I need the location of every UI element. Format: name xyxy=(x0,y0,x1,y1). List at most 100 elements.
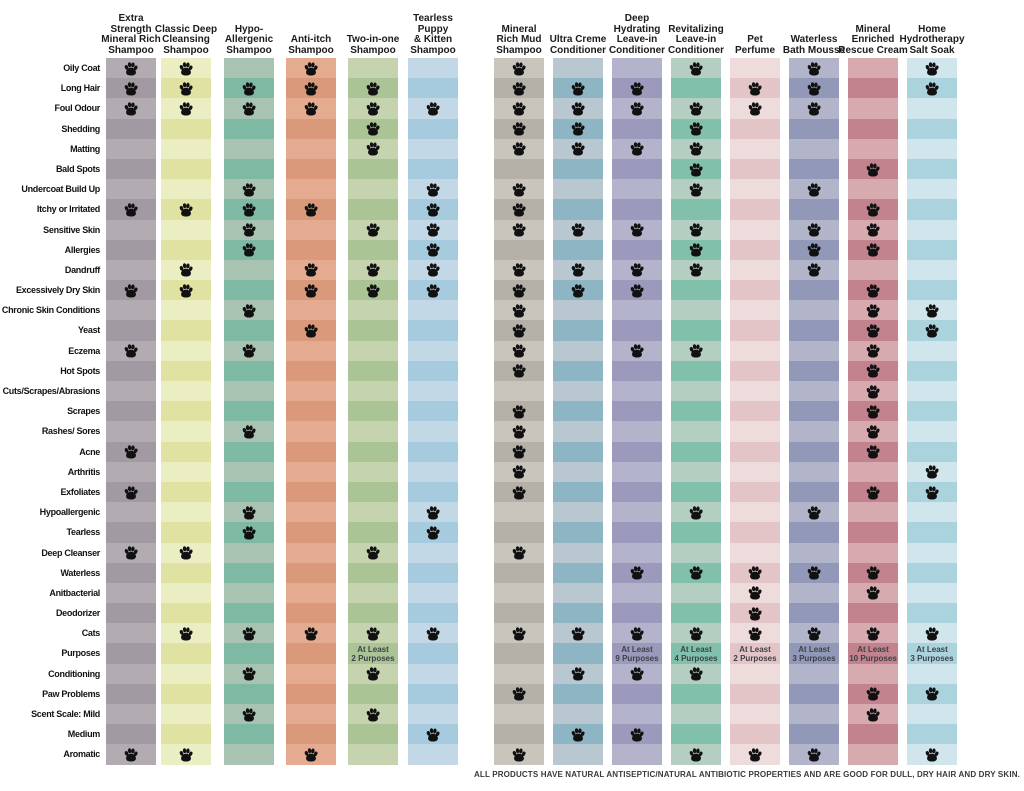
paw-icon xyxy=(179,203,193,217)
matrix-cell xyxy=(730,724,780,745)
column-header: Two-in-one Shampoo xyxy=(346,34,400,56)
paw-icon xyxy=(630,728,644,742)
product-column xyxy=(106,58,156,765)
matrix-cell xyxy=(789,724,839,745)
matrix-cell xyxy=(907,582,957,604)
matrix-cell xyxy=(286,280,336,301)
matrix-cell xyxy=(907,199,957,220)
matrix-cell xyxy=(848,320,898,341)
paw-icon xyxy=(366,223,380,237)
matrix-cell xyxy=(408,441,458,462)
row-label: Cuts/Scrapes/Abrasions xyxy=(2,386,101,396)
paw-icon xyxy=(512,82,526,96)
matrix-cell xyxy=(612,562,662,583)
matrix-cell xyxy=(848,340,898,361)
matrix-cell xyxy=(612,441,662,462)
matrix-cell xyxy=(286,461,336,482)
purposes-label: At Least 4 Purposes xyxy=(674,644,718,663)
matrix-cell xyxy=(348,461,398,482)
matrix-cell xyxy=(848,421,898,442)
paw-icon xyxy=(426,203,440,217)
paw-icon xyxy=(866,445,880,459)
matrix-cell xyxy=(730,663,780,684)
matrix-cell xyxy=(224,320,274,341)
matrix-cell xyxy=(730,421,780,442)
matrix-cell xyxy=(907,138,957,159)
paw-icon xyxy=(179,82,193,96)
matrix-cell xyxy=(286,623,336,644)
paw-icon xyxy=(512,183,526,197)
paw-icon xyxy=(866,162,880,177)
matrix-cell xyxy=(789,360,839,381)
product-column xyxy=(553,58,603,765)
matrix-cell xyxy=(907,522,957,543)
purposes-label: At Least 10 Purposes xyxy=(849,644,897,663)
matrix-cell xyxy=(848,704,898,725)
matrix-cell xyxy=(106,259,156,281)
matrix-cell xyxy=(224,502,274,523)
paw-icon xyxy=(866,243,880,257)
paw-icon xyxy=(689,748,703,762)
paw-icon xyxy=(242,304,256,318)
paw-icon xyxy=(689,566,703,580)
paw-icon xyxy=(689,102,703,116)
paw-icon xyxy=(630,566,644,580)
matrix-cell xyxy=(408,381,458,402)
matrix-cell xyxy=(408,603,458,624)
matrix-cell xyxy=(161,683,211,704)
matrix-cell: At Least 2 Purposes xyxy=(730,643,780,664)
matrix-cell xyxy=(671,502,721,523)
purposes-label: At Least 3 Purposes xyxy=(792,644,836,663)
matrix-cell xyxy=(494,340,544,361)
matrix-cell xyxy=(106,623,156,644)
matrix-cell xyxy=(553,199,603,220)
paw-icon xyxy=(512,324,526,338)
matrix-cell xyxy=(671,179,721,200)
matrix-cell xyxy=(612,340,662,361)
paw-icon xyxy=(512,263,526,277)
matrix-cell xyxy=(671,98,721,119)
matrix-cell xyxy=(161,98,211,119)
paw-icon xyxy=(426,728,440,742)
matrix-cell xyxy=(224,461,274,482)
matrix-cell xyxy=(161,663,211,684)
matrix-cell xyxy=(671,461,721,482)
matrix-cell xyxy=(286,582,336,604)
paw-icon xyxy=(512,122,526,136)
matrix-cell xyxy=(161,522,211,543)
matrix-cell xyxy=(286,542,336,563)
paw-icon xyxy=(630,82,644,96)
matrix-cell xyxy=(907,623,957,644)
matrix-cell xyxy=(161,623,211,644)
matrix-cell xyxy=(286,158,336,180)
matrix-cell xyxy=(553,138,603,159)
matrix-cell xyxy=(494,441,544,462)
row-label: Scrapes xyxy=(67,406,100,417)
matrix-cell xyxy=(612,502,662,523)
matrix-cell xyxy=(408,320,458,341)
matrix-cell xyxy=(553,582,603,604)
row-label: Scent Scale: Mild xyxy=(31,709,100,719)
paw-icon xyxy=(748,627,762,641)
paw-icon xyxy=(366,707,380,722)
matrix-cell xyxy=(612,663,662,684)
matrix-cell xyxy=(848,542,898,563)
matrix-cell xyxy=(848,502,898,523)
paw-icon xyxy=(571,667,585,681)
matrix-cell xyxy=(907,259,957,281)
purposes-label: At Least 3 Purposes xyxy=(910,644,954,663)
matrix-cell xyxy=(224,179,274,200)
paw-icon xyxy=(866,405,880,419)
matrix-cell xyxy=(286,320,336,341)
matrix-cell xyxy=(408,481,458,503)
matrix-cell xyxy=(612,78,662,99)
matrix-cell xyxy=(106,401,156,422)
paw-icon xyxy=(124,485,138,500)
matrix-cell xyxy=(553,259,603,281)
matrix-cell xyxy=(907,239,957,260)
matrix-cell xyxy=(408,663,458,684)
product-column: At Least 3 Purposes xyxy=(907,58,957,765)
matrix-cell xyxy=(494,643,544,664)
matrix-cell xyxy=(408,118,458,139)
row-label: Cats xyxy=(81,628,101,639)
